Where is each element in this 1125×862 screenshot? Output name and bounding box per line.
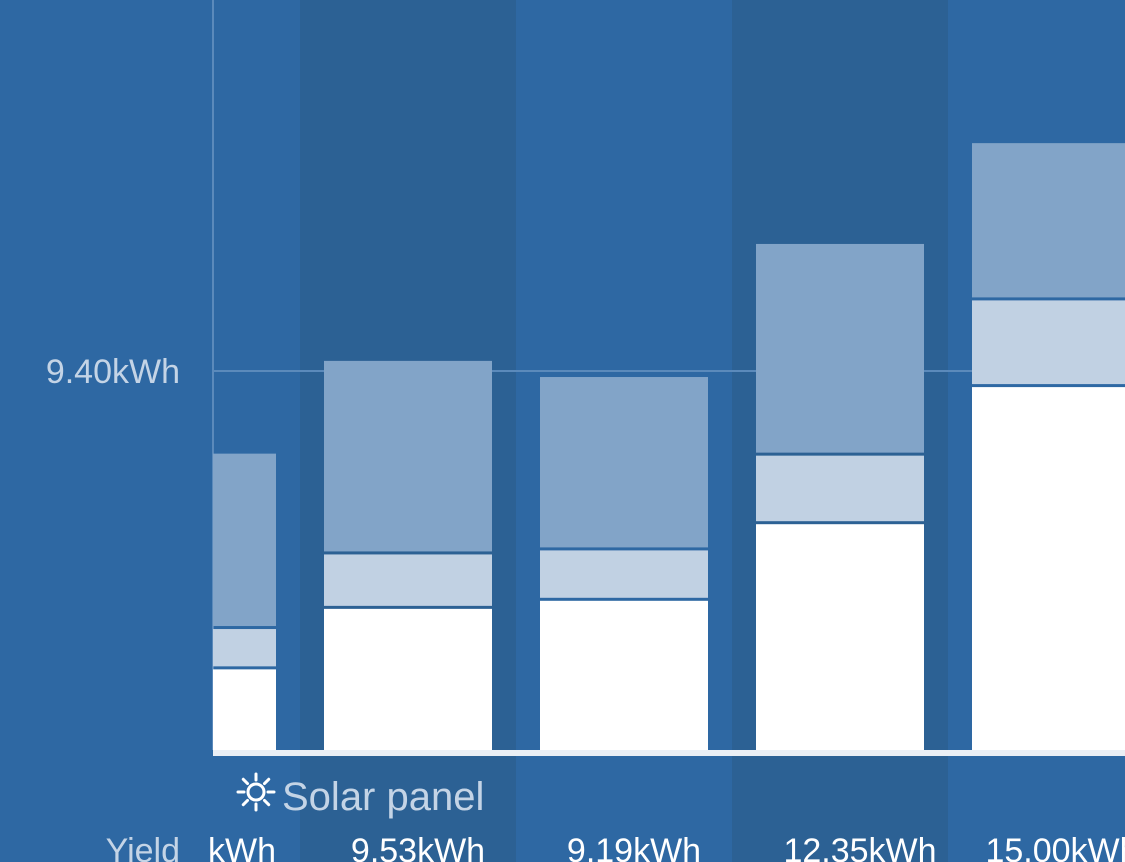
bar-segment-0-2 [213,453,276,627]
bars [213,143,1125,756]
bar-segment-4-2 [972,143,1125,298]
sun-ray-3 [241,798,250,807]
sun-ray-7 [262,777,271,786]
legend: Solar panel [236,772,484,819]
yield-value-4: 15.00kWh [985,832,1125,862]
bar-segment-2-2 [540,377,708,548]
bar-segment-0-1 [213,629,276,667]
bar-segment-3-2 [756,243,924,453]
bar-segment-2-0 [540,600,708,750]
sun-ray-1 [262,798,271,807]
baseline [213,750,1125,756]
yield-value-3: 12.35kWh [783,832,936,862]
yield-row-label: Yield [106,832,180,862]
bar-segment-3-0 [756,524,924,750]
yield-value-0: kWh [208,832,276,862]
sun-core [246,782,266,802]
yield-value-1: 9.53kWh [351,832,485,862]
bar-segment-1-1 [324,554,492,606]
bar-segment-4-1 [972,300,1125,385]
yield-value-2: 9.19kWh [567,832,701,862]
legend-label: Solar panel [282,775,484,819]
sun-ray-5 [241,777,250,786]
bar-segment-1-0 [324,608,492,750]
sun-icon [236,772,276,812]
labels: 9.40kWh Yield kWh 9.53kWh 9.19kWh 12.35kWh 15.… [46,353,1125,862]
bar-segment-4-0 [972,387,1125,750]
bar-segment-1-2 [324,360,492,552]
bar-segment-0-0 [213,669,276,750]
y-tick-label-0: 9.40kWh [46,353,180,391]
bar-segment-2-1 [540,550,708,598]
bar-segment-3-1 [756,455,924,522]
